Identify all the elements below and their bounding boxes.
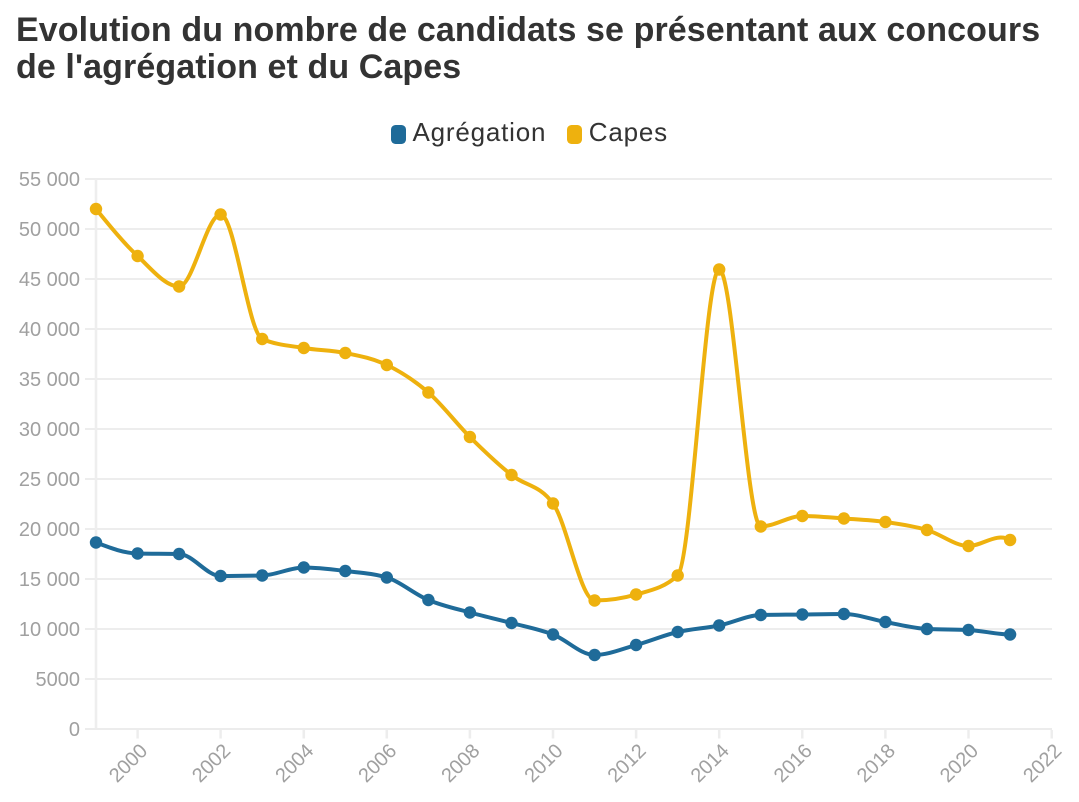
svg-text:20 000: 20 000 (19, 519, 80, 541)
svg-text:2008: 2008 (437, 740, 484, 787)
svg-text:35 000: 35 000 (19, 369, 80, 391)
svg-text:15 000: 15 000 (19, 569, 80, 591)
svg-text:2012: 2012 (604, 740, 651, 787)
svg-text:2006: 2006 (354, 740, 401, 787)
svg-text:2022: 2022 (1019, 740, 1066, 787)
svg-text:40 000: 40 000 (19, 319, 80, 341)
svg-text:55 000: 55 000 (19, 169, 80, 191)
svg-text:2018: 2018 (853, 740, 900, 787)
svg-text:5000: 5000 (36, 669, 81, 691)
svg-text:2010: 2010 (521, 740, 568, 787)
svg-text:50 000: 50 000 (19, 219, 80, 241)
svg-text:45 000: 45 000 (19, 269, 80, 291)
svg-text:2014: 2014 (687, 740, 734, 787)
svg-text:0: 0 (69, 719, 80, 741)
svg-text:2004: 2004 (271, 740, 318, 787)
svg-text:2002: 2002 (188, 740, 235, 787)
svg-text:10 000: 10 000 (19, 619, 80, 641)
svg-text:30 000: 30 000 (19, 419, 80, 441)
svg-text:2016: 2016 (770, 740, 817, 787)
svg-text:2020: 2020 (936, 740, 983, 787)
svg-text:25 000: 25 000 (19, 469, 80, 491)
svg-text:2000: 2000 (105, 740, 152, 787)
